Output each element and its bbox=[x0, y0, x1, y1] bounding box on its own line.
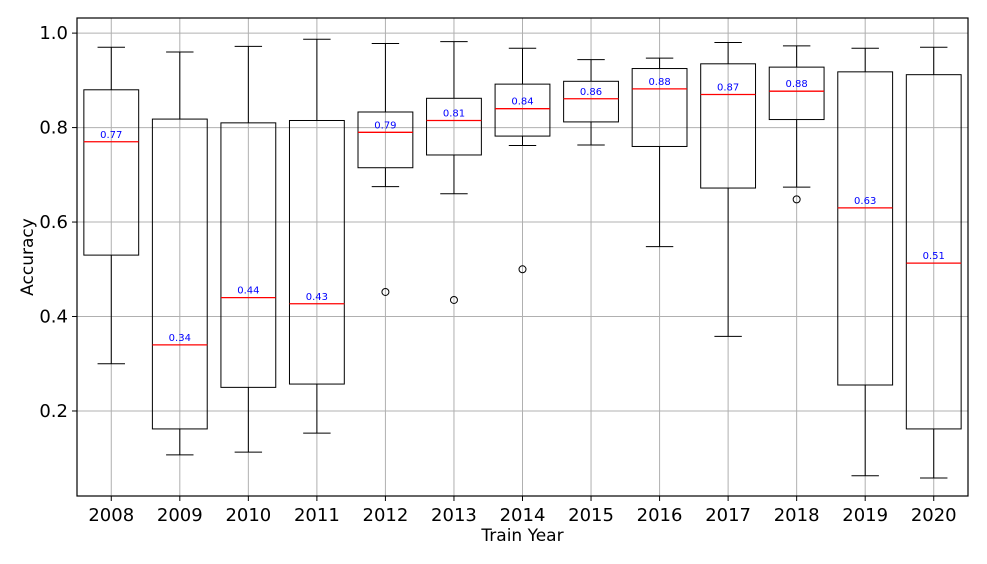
x-tick-label: 2015 bbox=[568, 505, 614, 526]
y-tick-label: 0.8 bbox=[39, 118, 68, 139]
iqr-box bbox=[494, 83, 551, 137]
iqr-box bbox=[151, 118, 208, 430]
median-label: 0.43 bbox=[306, 292, 328, 303]
grid-lines bbox=[77, 18, 968, 496]
x-tick-label: 2010 bbox=[225, 505, 271, 526]
iqr-box bbox=[837, 71, 894, 386]
x-tick-label: 2012 bbox=[363, 505, 409, 526]
x-tick-label: 2013 bbox=[431, 505, 477, 526]
iqr-box bbox=[563, 80, 619, 123]
outlier-point bbox=[449, 295, 458, 304]
box-2012: 0.79 bbox=[357, 43, 414, 296]
median-label: 0.34 bbox=[169, 333, 191, 344]
x-tick-label: 2017 bbox=[705, 505, 751, 526]
median-label: 0.88 bbox=[786, 79, 808, 90]
median-label: 0.51 bbox=[923, 251, 945, 262]
box-2017: 0.87 bbox=[700, 42, 757, 337]
box-2019: 0.63 bbox=[837, 47, 894, 477]
y-axis-label: Accuracy bbox=[18, 218, 38, 296]
box-2016: 0.88 bbox=[631, 57, 688, 248]
box-2015: 0.86 bbox=[563, 59, 619, 146]
median-label: 0.84 bbox=[511, 97, 533, 108]
x-tick-label: 2008 bbox=[88, 505, 134, 526]
y-axis-ticks: 0.2 0.4 0.6 0.8 1.0 bbox=[39, 23, 77, 422]
iqr-box bbox=[288, 119, 345, 385]
x-axis-ticks: 2008 2009 2010 2011 2012 2013 2014 2015 2016 2017… bbox=[88, 496, 957, 526]
median-label: 0.81 bbox=[443, 108, 465, 119]
median-label: 0.86 bbox=[580, 87, 602, 98]
x-tick-label: 2011 bbox=[294, 505, 340, 526]
median-label: 0.88 bbox=[648, 77, 670, 88]
iqr-box bbox=[700, 63, 757, 189]
iqr-box bbox=[768, 66, 825, 121]
x-tick-label: 2019 bbox=[842, 505, 888, 526]
iqr-box bbox=[83, 89, 140, 256]
x-axis-label: Train Year bbox=[480, 526, 563, 546]
box-2009: 0.34 bbox=[151, 51, 208, 456]
box-series: 0.77 0.34 0.44 0.43 0.79 0.81 0.84 0.86 0.88 0.87… bbox=[83, 38, 962, 479]
x-tick-label: 2016 bbox=[637, 505, 683, 526]
median-label: 0.77 bbox=[100, 130, 122, 141]
median-label: 0.79 bbox=[374, 120, 396, 131]
median-label: 0.44 bbox=[237, 286, 259, 297]
x-tick-label: 2009 bbox=[157, 505, 203, 526]
iqr-box bbox=[357, 111, 414, 169]
x-tick-label: 2018 bbox=[774, 505, 820, 526]
y-tick-label: 0.4 bbox=[39, 307, 68, 328]
median-label: 0.63 bbox=[854, 196, 876, 207]
outlier-point bbox=[792, 195, 801, 204]
y-tick-label: 0.2 bbox=[39, 401, 68, 422]
iqr-box bbox=[426, 97, 482, 156]
box-2014: 0.84 bbox=[494, 47, 551, 274]
outlier-point bbox=[381, 287, 390, 296]
iqr-box bbox=[905, 74, 962, 430]
x-tick-label: 2020 bbox=[911, 505, 957, 526]
box-2013: 0.81 bbox=[426, 41, 482, 304]
box-2008: 0.77 bbox=[83, 46, 140, 365]
box-2011: 0.43 bbox=[288, 38, 345, 434]
box-2010: 0.44 bbox=[220, 45, 277, 453]
x-tick-label: 2014 bbox=[500, 505, 546, 526]
outlier-point bbox=[518, 265, 527, 274]
median-label: 0.87 bbox=[717, 83, 739, 94]
iqr-box bbox=[220, 122, 277, 388]
y-tick-label: 0.6 bbox=[39, 212, 68, 233]
box-2020: 0.51 bbox=[905, 46, 962, 479]
y-tick-label: 1.0 bbox=[39, 23, 68, 44]
box-2018: 0.88 bbox=[768, 45, 825, 204]
iqr-box bbox=[631, 68, 688, 147]
